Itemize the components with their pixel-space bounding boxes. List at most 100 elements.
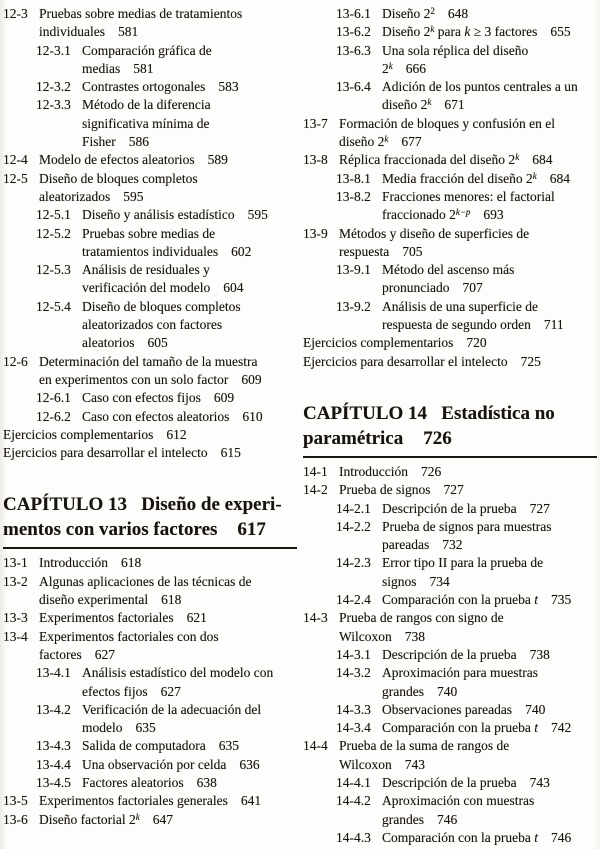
entry-title: Descripción de la prueba 727 <box>382 500 599 518</box>
chapter-heading-line: CAPÍTULO 13 Diseño de experi- <box>3 494 282 516</box>
entry-line: diseño experimental 618 <box>39 592 182 608</box>
entry-line: Comparación con la prueba t 746 <box>382 829 599 847</box>
section-number: 12-3.1 <box>36 42 71 58</box>
page-number: 743 <box>529 774 550 790</box>
superscript-text: k <box>430 24 435 35</box>
section-number: 13-6.4 <box>336 79 371 95</box>
text-segment: Réplica fraccionada del diseño 2 <box>339 152 516 168</box>
entry-title: Análisis estadístico del modelo con efect… <box>82 664 299 701</box>
entry-title: Análisis de una superficie de respuesta d… <box>382 298 599 335</box>
heading-rule <box>303 455 597 458</box>
toc-chapter-heading: CAPÍTULO 13 Diseño de experi-mentos con … <box>3 492 299 550</box>
page-number: 740 <box>525 701 546 717</box>
entry-title: Comparación con la prueba t 735 <box>382 591 599 609</box>
entry-title: Caso con efectos aleatorios 610 <box>82 408 299 426</box>
entry-line: Comparación gráfica de <box>82 42 212 58</box>
page-number: 732 <box>442 537 463 553</box>
toc-entry: 12-5.4 Diseño de bloques completos aleator… <box>3 298 299 353</box>
toc-entry: 12-5.1 Diseño y análisis estadístico 595 <box>3 206 299 224</box>
page-number: 605 <box>147 335 168 351</box>
toc-entry: 12-6.1 Caso con efectos fijos 609 <box>3 389 299 407</box>
toc-entry: 13-4.4 Una observación por celda 636 <box>3 756 299 774</box>
section-number: 12-4 <box>3 152 28 168</box>
page-number: 581 <box>133 60 154 76</box>
page-number: 743 <box>404 756 425 772</box>
toc-entry: 14-2.3 Error tipo II para la prueba de sig… <box>303 554 599 591</box>
entry-line: Réplica fraccionada del diseño 2k 684 <box>339 151 599 169</box>
entry-title: Algunas aplicaciones de las técnicas de d… <box>39 573 299 610</box>
page-number: 666 <box>405 60 426 76</box>
toc-entry: 14-1 Introducción 726 <box>303 463 599 481</box>
entry-line: Experimentos factoriales generales 641 <box>39 793 262 809</box>
page-number: 617 <box>237 519 266 541</box>
page-number: 636 <box>239 756 260 772</box>
page-number: 589 <box>207 152 228 168</box>
toc-entry: 13-6.3 Una sola réplica del diseño 2k 666 <box>303 42 599 79</box>
entry-title: Experimentos factoriales 621 <box>39 609 299 627</box>
page-number: 740 <box>436 683 458 699</box>
section-number: 14-2 <box>303 482 328 498</box>
entry-title: Factores aleatorios 638 <box>82 774 299 792</box>
toc-entry: 13-4 Experimentos factoriales con dos fact… <box>3 628 299 665</box>
page-number: 726 <box>423 427 452 449</box>
entry-title: Prueba de signos para muestras pareadas 73… <box>382 518 599 555</box>
entry-line: Método de la diferencia <box>82 97 211 113</box>
entry-line: pronunciado 707 <box>382 280 483 296</box>
superscript-text: k <box>532 170 537 181</box>
section-number: 12-5.4 <box>36 298 71 314</box>
text-segment: Diseño 2 <box>382 24 431 40</box>
entry-title: Determinación del tamaño de la muestra en… <box>39 353 299 390</box>
entry-line: Diseño factorial 2k 647 <box>39 811 299 829</box>
section-number: 12-5 <box>3 170 28 186</box>
toc-entry: 13-3 Experimentos factoriales 621 <box>3 609 299 627</box>
section-number: 13-8.2 <box>336 188 371 204</box>
toc-entry: 13-5 Experimentos factoriales generales 64… <box>3 792 299 810</box>
toc-entry: 12-5.3 Análisis de residuales y verificaci… <box>3 261 299 298</box>
text-segment: Comparación con la prueba <box>382 829 535 845</box>
entry-title: Diseño 22 648 <box>382 5 599 23</box>
entry-line: Ejercicios para desarrollar el intelecto… <box>3 445 241 461</box>
section-number: 13-4.1 <box>36 665 71 681</box>
toc-entry: 14-2.1 Descripción de la prueba 727 <box>303 500 599 518</box>
chapter-heading-line: paramétrica 726 <box>303 427 452 449</box>
entry-line: verificación del modelo 604 <box>82 280 244 296</box>
entry-line: Caso con efectos aleatorios 610 <box>82 408 263 424</box>
toc-entry: 13-6.4 Adición de los puntos centrales a … <box>303 78 599 115</box>
entry-line: Análisis de residuales y <box>82 262 210 278</box>
page-number: 595 <box>247 207 268 223</box>
page-number: 720 <box>466 335 487 351</box>
entry-line: medias 581 <box>82 60 154 76</box>
section-number: 13-9.1 <box>336 262 371 278</box>
section-number: 13-3 <box>3 610 28 626</box>
entry-line: Diseño 22 648 <box>382 5 599 23</box>
page-number: 609 <box>241 371 262 387</box>
entry-title: Formación de bloques y confusión en el di… <box>339 115 599 152</box>
page-number: 742 <box>550 720 572 736</box>
entry-line: Métodos y diseño de superficies de <box>339 225 530 241</box>
page-number: 610 <box>242 408 263 424</box>
toc-entry: 13-9 Métodos y diseño de superficies de re… <box>303 225 599 262</box>
entry-line: efectos fijos 627 <box>82 683 181 699</box>
toc-entry: 14-2 Prueba de signos 727 <box>303 481 599 499</box>
toc-entry: 14-3.2 Aproximación para muestras grandes 7… <box>303 664 599 701</box>
entry-title: Media fracción del diseño 2k 684 <box>382 170 599 188</box>
toc-entry: 12-3.1 Comparación gráfica de medias 581 <box>3 42 299 79</box>
entry-title: Error tipo II para la prueba de signos 734 <box>382 554 599 591</box>
text-segment: para <box>434 24 465 40</box>
entry-title: Descripción de la prueba 743 <box>382 774 599 792</box>
entry-title: Ejercicios complementarios 720 <box>303 334 599 352</box>
entry-line: fraccionado 2k−p 693 <box>382 206 599 224</box>
entry-line: pareadas 732 <box>382 537 463 553</box>
text-segment: t <box>534 720 538 736</box>
toc-entry: 13-6.2 Diseño 2k para k ≥ 3 factores 655 <box>303 23 599 41</box>
section-number: 12-6 <box>3 353 28 369</box>
section-number: 14-2.4 <box>336 592 371 608</box>
toc-columns: 12-3 Pruebas sobre medias de tratamientos… <box>3 5 600 847</box>
entry-line: Prueba de la suma de rangos de <box>339 738 510 754</box>
entry-line: Ejercicios para desarrollar el intelecto… <box>303 353 541 369</box>
toc-entry: 13-4.5 Factores aleatorios 638 <box>3 774 299 792</box>
entry-title: Prueba de la suma de rangos de Wilcoxon 74… <box>339 737 599 774</box>
page-number: 618 <box>120 555 142 571</box>
entry-title: Fracciones menores: el factorial fraccion… <box>382 188 599 225</box>
